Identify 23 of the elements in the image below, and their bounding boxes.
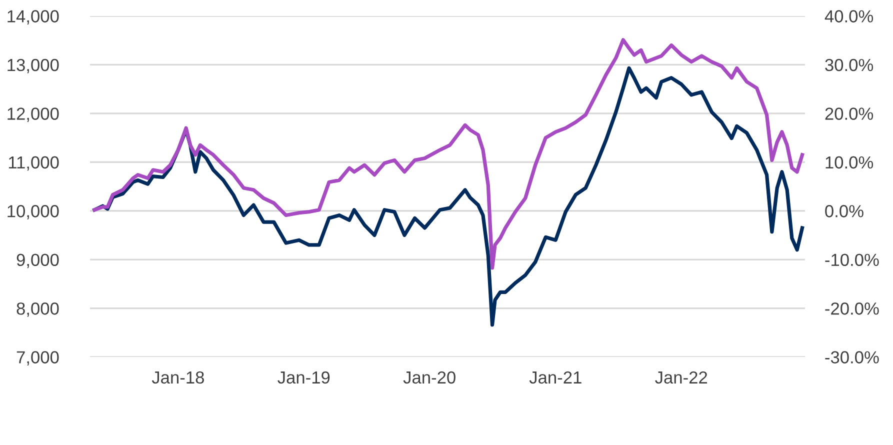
line-series <box>92 66 804 327</box>
x-tick-label: Jan-19 <box>278 371 330 384</box>
y-tick-label: 12,000 <box>8 108 59 122</box>
x-tick-label: Jan-18 <box>152 371 204 384</box>
y-tick-label: 10,000 <box>8 205 59 220</box>
y2-tick-label: -30.0% <box>825 351 879 364</box>
x-tick-label: Jan-20 <box>403 371 456 384</box>
x-tick-label: Jan-21 <box>529 371 582 384</box>
y-tick-label: 13,000 <box>8 58 59 74</box>
y-tick-label: 11,000 <box>8 156 59 171</box>
y-tick-label: 14,000 <box>8 10 59 25</box>
y2-tick-label: -20.0% <box>825 302 879 315</box>
line-series <box>92 38 804 270</box>
y-tick-label: 7,000 <box>16 351 59 366</box>
y-tick-label: 8,000 <box>16 302 59 317</box>
y2-tick-label: 20.0% <box>825 108 874 120</box>
y-tick-label: 9,000 <box>16 254 59 268</box>
y2-tick-label: 40.0% <box>824 10 874 22</box>
y2-tick-label: 30.0% <box>825 58 874 72</box>
y2-tick-label: -10.0% <box>825 254 879 266</box>
x-tick-label: Jan-22 <box>655 371 708 384</box>
y2-tick-label: 10.0% <box>826 156 874 169</box>
y2-tick-label: 0.0% <box>825 205 864 218</box>
